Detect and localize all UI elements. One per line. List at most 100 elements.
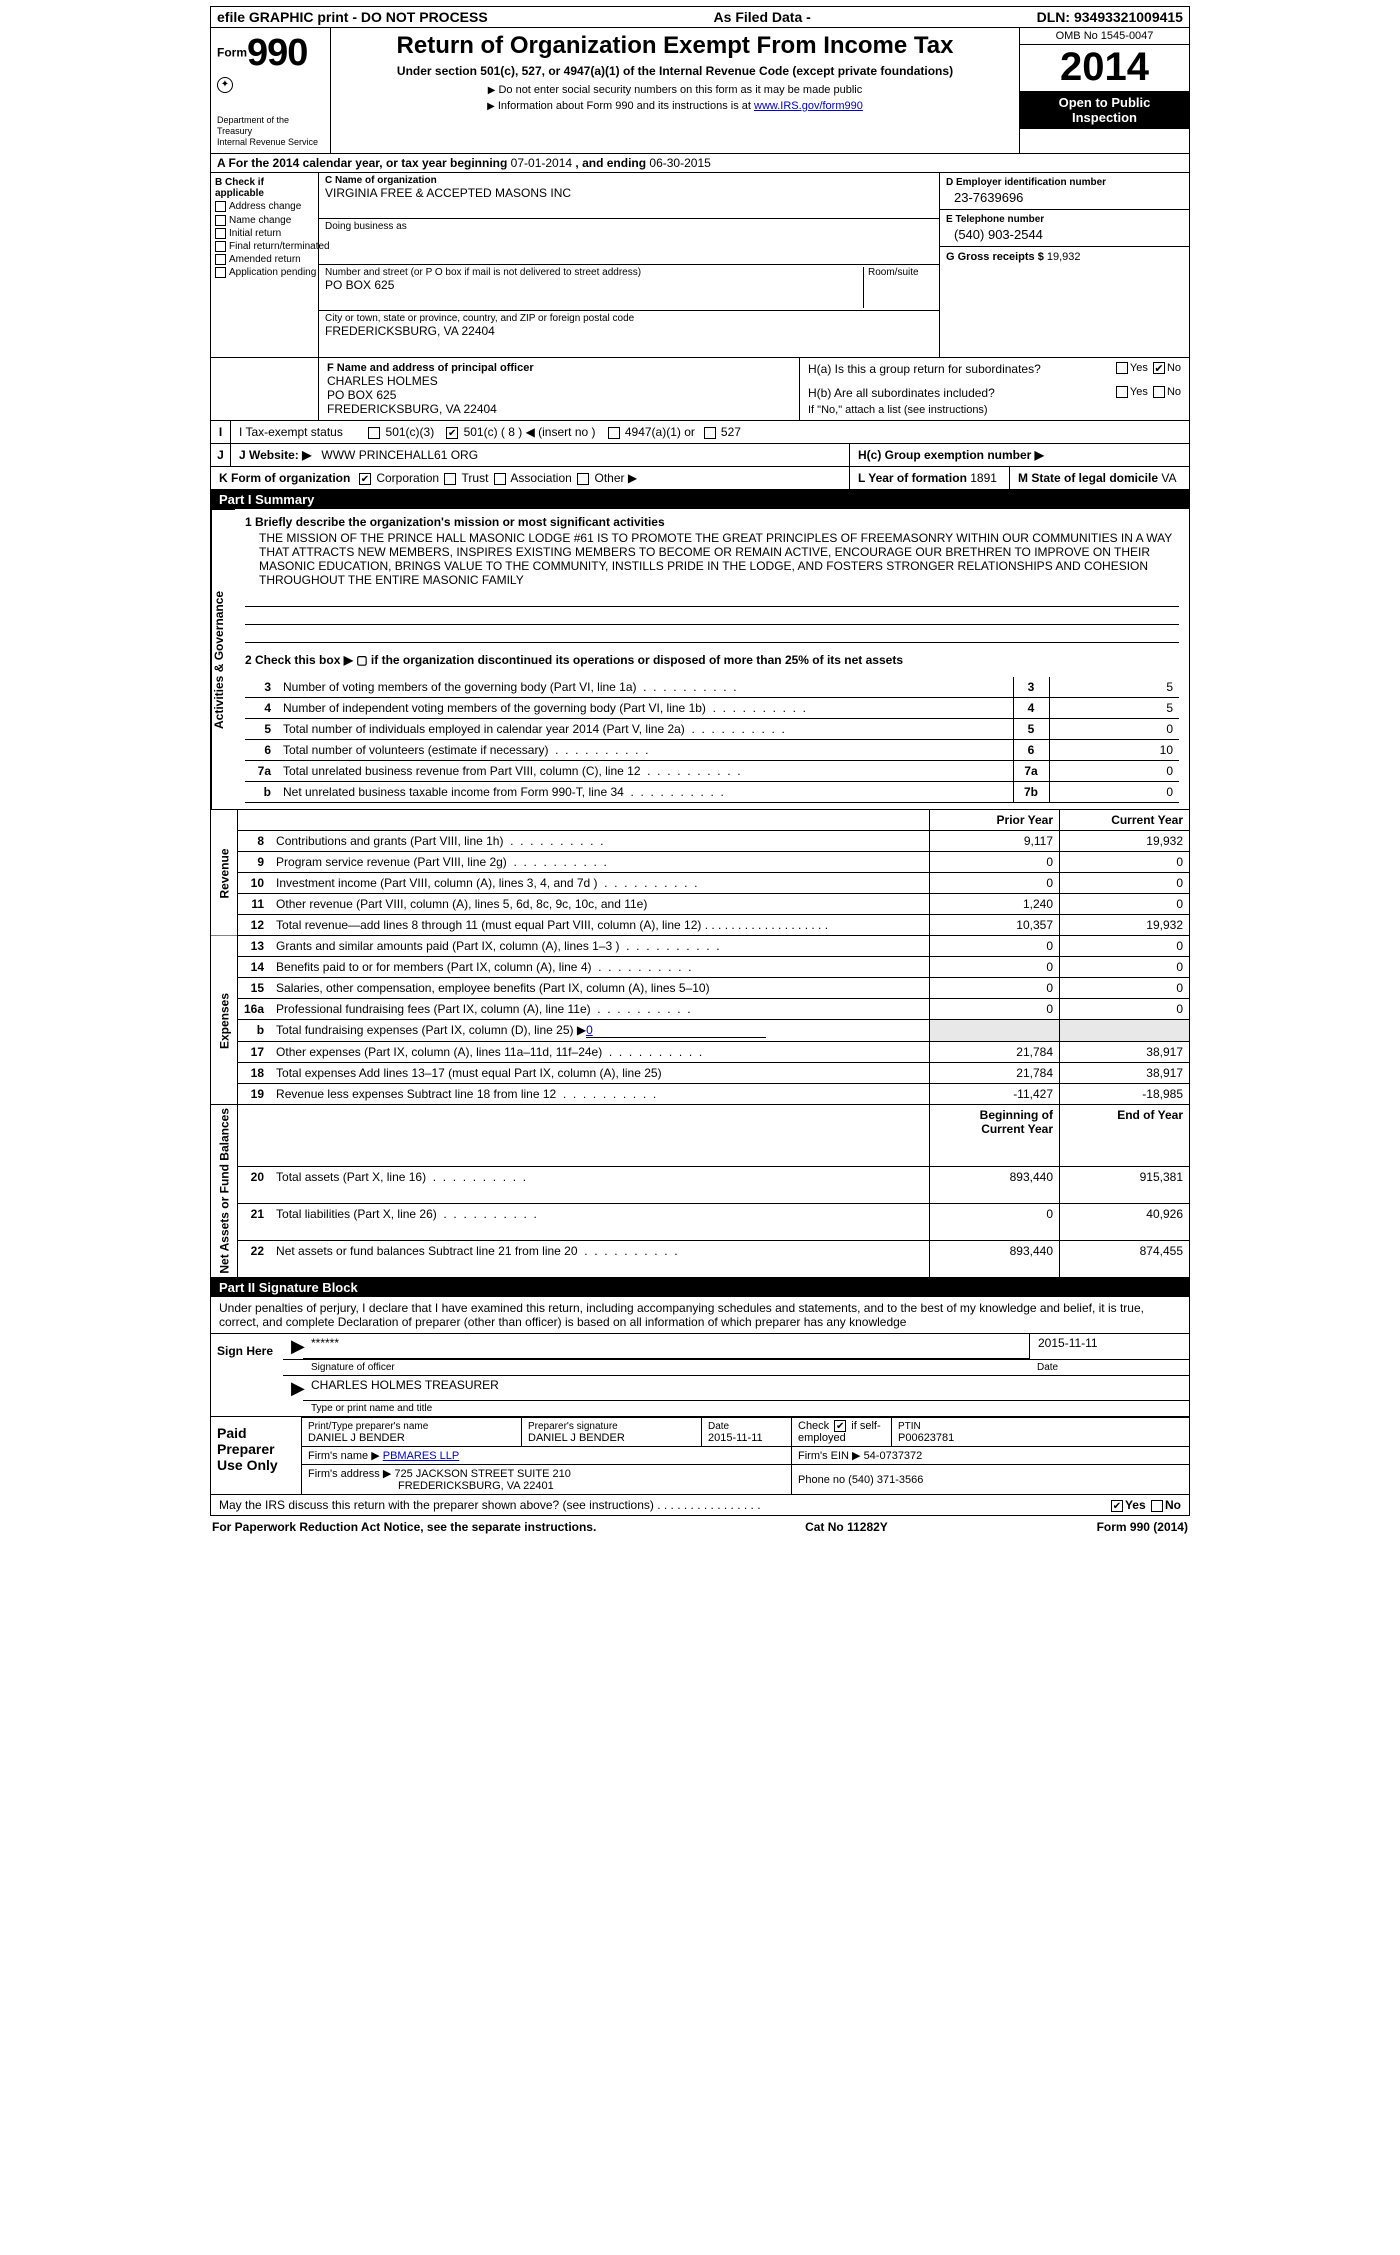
org-name-label: C Name of organization	[325, 175, 437, 186]
sign-arrow-icon-2: ▶	[283, 1376, 303, 1401]
line2-checkbox-text: 2 Check this box ▶ ▢ if the organization…	[245, 653, 903, 667]
officer-signature-line: ******	[303, 1334, 1029, 1359]
chk-initial-return[interactable]: Initial return	[215, 228, 314, 239]
chk-527[interactable]	[704, 427, 716, 439]
line-6: 6Total number of volunteers (estimate if…	[245, 740, 1179, 761]
chk-other[interactable]	[577, 473, 589, 485]
chk-self-employed[interactable]: ✔	[834, 1420, 846, 1432]
governance-lines: 3Number of voting members of the governi…	[245, 677, 1179, 803]
chk-trust[interactable]	[444, 473, 456, 485]
form-label: Form	[217, 46, 247, 60]
name-title-label: Type or print name and title	[303, 1401, 440, 1416]
ein-value: 23-7639696	[946, 188, 1183, 205]
line-5: 5Total number of individuals employed in…	[245, 719, 1179, 740]
side-netassets: Net Assets or Fund Balances	[211, 1105, 238, 1278]
part-ii-header: Part II Signature Block	[210, 1278, 1190, 1297]
tax-year: 2014	[1020, 45, 1189, 87]
org-city: FREDERICKSBURG, VA 22404	[325, 324, 933, 338]
net-assets-header: Net Assets or Fund Balances Beginning of…	[211, 1105, 1190, 1167]
sign-here-block: Sign Here ▶ ****** 2015-11-11 Signature …	[210, 1334, 1190, 1417]
omb-number: OMB No 1545-0047	[1020, 28, 1189, 45]
line-22: 22Net assets or fund balances Subtract l…	[211, 1241, 1190, 1278]
ssn-warning: Do not enter social security numbers on …	[337, 84, 1013, 96]
ha-yes-checkbox[interactable]	[1116, 362, 1128, 374]
part-i-body: Activities & Governance 1 Briefly descri…	[210, 509, 1190, 810]
efile-mid: As Filed Data -	[714, 9, 811, 25]
tax-status-label: I Tax-exempt status	[239, 425, 343, 439]
chk-discuss-no[interactable]	[1151, 1500, 1163, 1512]
form-subtitle: Under section 501(c), 527, or 4947(a)(1)…	[337, 64, 1013, 80]
line-4: 4Number of independent voting members of…	[245, 698, 1179, 719]
chk-4947[interactable]	[608, 427, 620, 439]
tax-year-end: 06-30-2015	[649, 156, 710, 170]
line-12: 12Total revenue—add lines 8 through 11 (…	[211, 915, 1190, 936]
line-17: 17Other expenses (Part IX, column (A), l…	[211, 1042, 1190, 1063]
org-name-block: C Name of organization VIRGINIA FREE & A…	[319, 173, 939, 219]
line-10: 10Investment income (Part VIII, column (…	[211, 873, 1190, 894]
hb-no-checkbox[interactable]	[1153, 386, 1165, 398]
hc-label: H(c) Group exemption number ▶	[858, 448, 1044, 462]
open-line1: Open to Public	[1022, 95, 1187, 110]
row-i-tax-status: I I Tax-exempt status 501(c)(3) ✔ 501(c)…	[210, 421, 1190, 444]
cat-no: Cat No 11282Y	[805, 1520, 888, 1534]
dept-irs: Internal Revenue Service	[217, 137, 324, 148]
blank-line-2	[245, 609, 1179, 625]
chk-final-return[interactable]: Final return/terminated	[215, 241, 314, 252]
officer-addr1: PO BOX 625	[327, 388, 791, 402]
discuss-row: May the IRS discuss this return with the…	[210, 1495, 1190, 1516]
column-right-ids: D Employer identification number 23-7639…	[939, 173, 1189, 357]
chk-amended-return[interactable]: Amended return	[215, 254, 314, 265]
chk-corporation[interactable]: ✔	[359, 473, 371, 485]
chk-application-pending[interactable]: Application pending	[215, 267, 314, 278]
form-header: Form990 ✦ Department of the Treasury Int…	[210, 28, 1190, 154]
city-block: City or town, state or province, country…	[319, 311, 939, 357]
firm-addr2: FREDERICKSBURG, VA 22401	[308, 1480, 554, 1492]
officer-addr2: FREDERICKSBURG, VA 22404	[327, 402, 791, 416]
tax-year-begin: 07-01-2014	[511, 156, 572, 170]
hb-label: H(b) Are all subordinates included?	[808, 386, 995, 400]
org-name: VIRGINIA FREE & ACCEPTED MASONS INC	[325, 186, 933, 200]
line-21: 21Total liabilities (Part X, line 26)040…	[211, 1204, 1190, 1241]
open-public-inspection: Open to Public Inspection	[1020, 91, 1189, 129]
room-label: Room/suite	[868, 267, 933, 278]
sig-date-label: Date	[1029, 1360, 1189, 1375]
open-line2: Inspection	[1022, 110, 1187, 125]
ssn-warning-text: Do not enter social security numbers on …	[498, 84, 862, 96]
row-a-mid: , and ending	[575, 156, 649, 170]
ha-no-checkbox[interactable]: ✔	[1153, 362, 1165, 374]
preparer-date: 2015-11-11	[708, 1432, 763, 1444]
firm-address-row: Firm's address ▶ 725 JACKSON STREET SUIT…	[302, 1465, 1190, 1495]
irs-link[interactable]: www.IRS.gov/form990	[754, 100, 863, 112]
firm-name-link[interactable]: PBMARES LLP	[383, 1450, 459, 1462]
line-7a: 7aTotal unrelated business revenue from …	[245, 761, 1179, 782]
prep-header-row: Print/Type preparer's nameDANIEL J BENDE…	[302, 1418, 1190, 1447]
main-info-grid: B Check if applicable Address change Nam…	[210, 173, 1190, 358]
chk-association[interactable]	[494, 473, 506, 485]
ein-cell: D Employer identification number 23-7639…	[940, 173, 1189, 210]
mission-label: 1 Briefly describe the organization's mi…	[245, 515, 665, 529]
chk-501c[interactable]: ✔	[446, 427, 458, 439]
chk-501c3[interactable]	[368, 427, 380, 439]
paid-preparer-block: Paid Preparer Use Only Print/Type prepar…	[210, 1417, 1190, 1495]
discuss-text: May the IRS discuss this return with the…	[219, 1498, 761, 1512]
officer-name: CHARLES HOLMES	[327, 374, 791, 388]
sign-date: 2015-11-11	[1029, 1334, 1189, 1359]
part-i-header: Part I Summary	[210, 490, 1190, 509]
line-19: 19Revenue less expenses Subtract line 18…	[211, 1084, 1190, 1105]
paid-preparer-label: Paid Preparer Use Only	[211, 1417, 301, 1494]
sig-officer-label: Signature of officer	[303, 1360, 1029, 1375]
officer-name-line: CHARLES HOLMES TREASURER	[303, 1376, 1189, 1401]
fundraising-zero-link[interactable]: 0	[586, 1023, 766, 1038]
chk-address-change[interactable]: Address change	[215, 201, 314, 212]
row-a-label: A For the 2014 calendar year, or tax yea…	[217, 156, 511, 170]
chk-discuss-yes[interactable]: ✔	[1111, 1500, 1123, 1512]
chk-name-change[interactable]: Name change	[215, 215, 314, 226]
phone-value: (540) 903-2544	[946, 225, 1183, 242]
hc-group-exemption: H(c) Group exemption number ▶	[849, 444, 1189, 466]
row-j-website: J J Website: ▶ WWW PRINCEHALL61 ORG H(c)…	[210, 444, 1190, 467]
hb-yes-checkbox[interactable]	[1116, 386, 1128, 398]
irs-eagle-icon: ✦	[217, 77, 233, 93]
line-20: 20Total assets (Part X, line 16)893,4409…	[211, 1167, 1190, 1204]
preparer-name: DANIEL J BENDER	[308, 1432, 405, 1444]
column-b-checkboxes: B Check if applicable Address change Nam…	[211, 173, 319, 357]
